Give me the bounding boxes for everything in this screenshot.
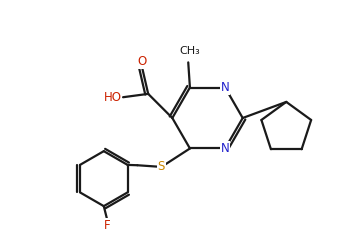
Text: HO: HO xyxy=(103,91,121,104)
Text: N: N xyxy=(221,142,229,155)
Text: O: O xyxy=(137,55,147,68)
Text: CH₃: CH₃ xyxy=(180,46,200,56)
Text: F: F xyxy=(104,219,110,232)
Text: S: S xyxy=(158,160,165,173)
Text: N: N xyxy=(221,81,229,94)
